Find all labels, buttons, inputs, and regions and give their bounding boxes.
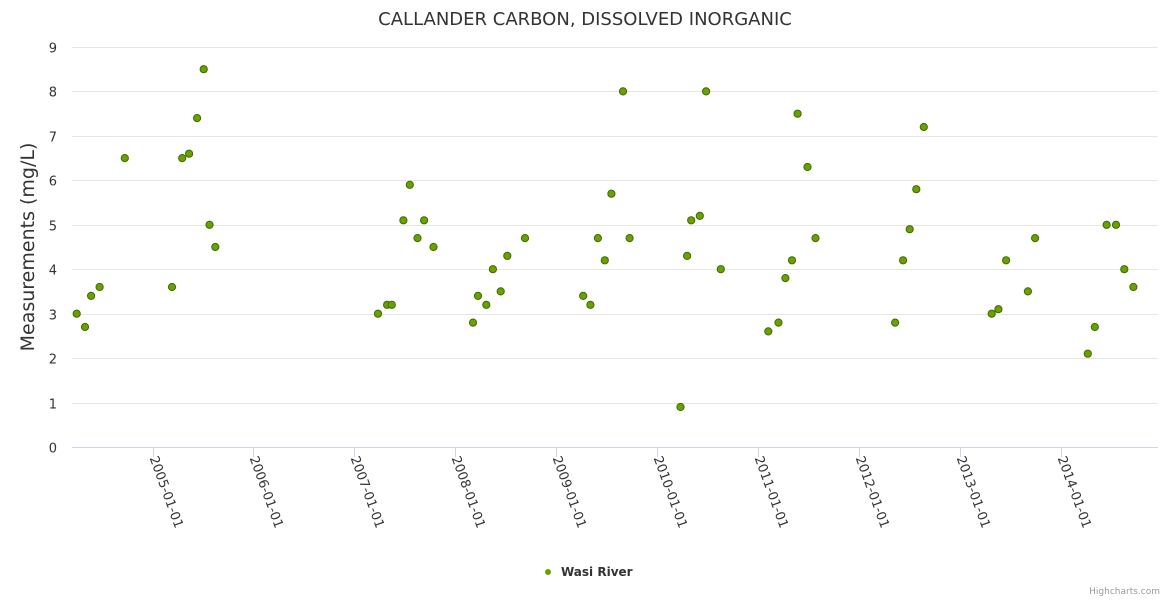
data-point[interactable]	[1083, 349, 1092, 358]
data-point[interactable]	[586, 300, 595, 309]
y-tick-label: 4	[49, 264, 57, 279]
y-tick-label: 1	[49, 398, 57, 413]
data-point[interactable]	[520, 234, 530, 243]
y-tick-label: 5	[49, 220, 57, 235]
data-point[interactable]	[80, 322, 90, 332]
data-point[interactable]	[1111, 220, 1121, 229]
data-point[interactable]	[811, 234, 820, 243]
data-point[interactable]	[211, 242, 220, 252]
data-point[interactable]	[72, 309, 81, 318]
data-point[interactable]	[1120, 265, 1129, 274]
data-point[interactable]	[373, 309, 383, 318]
data-point[interactable]	[468, 318, 478, 327]
data-point[interactable]	[488, 265, 497, 274]
data-point[interactable]	[716, 265, 725, 274]
data-point[interactable]	[1031, 234, 1040, 243]
data-point[interactable]	[1090, 322, 1099, 332]
legend-label: Wasi River	[561, 565, 633, 579]
grid-lines	[72, 47, 1158, 404]
data-point[interactable]	[781, 274, 790, 283]
data-point[interactable]	[193, 114, 202, 123]
data-point[interactable]	[607, 189, 616, 198]
data-point[interactable]	[405, 180, 414, 189]
data-point[interactable]	[413, 234, 422, 243]
data-point[interactable]	[676, 402, 685, 412]
y-axis-label: Measurements (mg/L)	[17, 143, 39, 352]
data-point[interactable]	[482, 300, 491, 309]
data-point[interactable]	[793, 109, 802, 118]
data-point[interactable]	[1023, 287, 1033, 296]
data-point[interactable]	[399, 216, 408, 225]
y-axis-ticks: 0 1 2 3 4 5 6 7 8 9	[49, 42, 57, 457]
data-point[interactable]	[387, 300, 396, 309]
y-tick-label: 7	[49, 131, 57, 146]
data-point[interactable]	[579, 291, 588, 300]
credits[interactable]: Highcharts.com	[1089, 587, 1160, 597]
data-point[interactable]	[593, 234, 603, 243]
data-point[interactable]	[503, 251, 512, 260]
data-point[interactable]	[199, 65, 208, 74]
data-point[interactable]	[473, 291, 483, 300]
y-tick-label: 6	[49, 175, 57, 190]
data-point[interactable]	[1002, 256, 1011, 265]
data-point[interactable]	[625, 234, 634, 243]
data-point[interactable]	[683, 251, 692, 260]
data-points	[72, 65, 1138, 412]
data-point[interactable]	[205, 220, 214, 229]
data-point[interactable]	[774, 318, 783, 327]
data-point[interactable]	[905, 225, 914, 234]
data-point[interactable]	[178, 154, 187, 163]
data-point[interactable]	[987, 309, 996, 318]
data-point[interactable]	[167, 282, 177, 292]
data-point[interactable]	[899, 256, 908, 265]
data-point[interactable]	[429, 242, 438, 252]
y-tick-label: 0	[49, 442, 57, 457]
data-point[interactable]	[702, 87, 711, 96]
data-point[interactable]	[87, 291, 96, 300]
data-point[interactable]	[994, 305, 1003, 314]
y-tick-label: 8	[49, 86, 57, 101]
data-point[interactable]	[695, 211, 704, 220]
data-point[interactable]	[600, 256, 609, 265]
y-tick-label: 3	[49, 309, 57, 324]
chart-title: CALLANDER CARBON, DISSOLVED INORGANIC	[378, 9, 792, 30]
data-point[interactable]	[420, 216, 429, 225]
data-point[interactable]	[687, 216, 696, 225]
data-point[interactable]	[919, 122, 928, 132]
data-point[interactable]	[496, 287, 505, 296]
data-point[interactable]	[787, 256, 797, 265]
legend-marker	[544, 568, 552, 576]
y-tick-label: 9	[49, 42, 57, 57]
data-point[interactable]	[764, 327, 773, 336]
legend[interactable]: Wasi River	[544, 565, 633, 579]
data-point[interactable]	[1129, 282, 1138, 292]
data-point[interactable]	[803, 162, 812, 172]
data-point[interactable]	[891, 318, 900, 327]
data-point[interactable]	[120, 154, 129, 163]
data-point[interactable]	[95, 282, 104, 292]
data-point[interactable]	[912, 185, 921, 194]
data-point[interactable]	[185, 149, 194, 158]
y-tick-label: 2	[49, 353, 57, 368]
data-point[interactable]	[618, 87, 628, 96]
data-point[interactable]	[1102, 220, 1111, 229]
